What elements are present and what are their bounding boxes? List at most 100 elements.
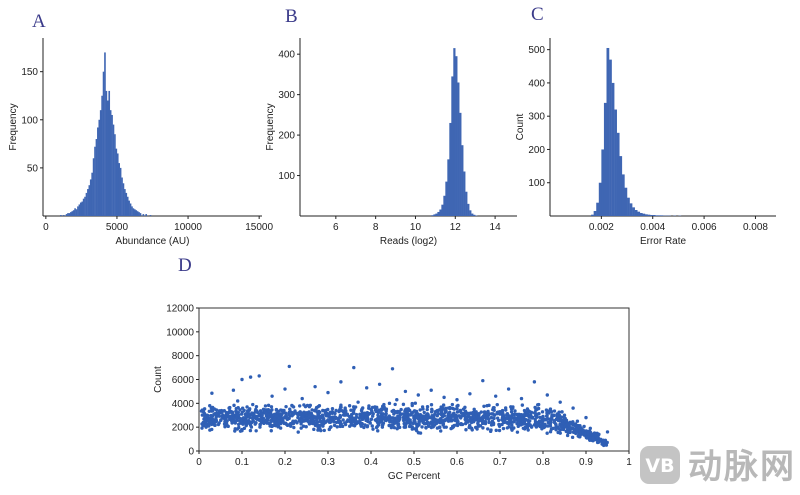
scatter-point — [424, 413, 429, 417]
scatter-point — [483, 419, 488, 424]
scatter-point — [565, 433, 570, 438]
panel-d: D 0 2000 4000 6000 8000 10000 12000 0 0.1 0.2 0.3 0.… — [153, 255, 632, 482]
histogram-bar — [88, 185, 91, 216]
y-tick-label: 6000 — [172, 375, 195, 386]
scatter-point — [429, 425, 434, 430]
scatter-point — [575, 419, 580, 423]
scatter-point — [417, 421, 421, 425]
histogram-bar — [75, 209, 78, 216]
scatter-point — [565, 422, 569, 427]
scatter-point — [258, 423, 262, 427]
scatter-point — [415, 414, 420, 419]
scatter-point — [494, 428, 498, 433]
scatter-point — [578, 423, 582, 428]
scatter-point — [415, 424, 419, 429]
histogram-bar — [606, 47, 610, 216]
x-tick-label: 1 — [626, 457, 632, 468]
histogram-bar — [611, 82, 615, 216]
histogram-bar — [68, 213, 71, 216]
scatter-point — [505, 412, 510, 416]
scatter-point — [403, 409, 407, 413]
y-tick-label: 100 — [21, 115, 38, 126]
scatter-point — [285, 415, 289, 420]
histogram-bar — [77, 206, 79, 216]
scatter-point — [421, 407, 425, 411]
scatter-point — [413, 401, 418, 405]
scatter-point — [456, 422, 460, 426]
scatter-point — [255, 415, 259, 420]
scatter-point — [486, 409, 490, 414]
histogram-bar — [660, 215, 664, 216]
scatter-point — [330, 406, 335, 411]
x-tick-label: 0.004 — [640, 222, 665, 233]
histogram-bar — [459, 112, 462, 216]
scatter-point — [468, 392, 472, 396]
scatter-point — [338, 414, 342, 419]
scatter-point — [277, 419, 282, 423]
scatter-point — [396, 423, 400, 428]
scatter-point — [246, 409, 250, 414]
scatter-point — [248, 407, 252, 411]
scatter-point — [511, 426, 515, 430]
scatter-point — [279, 413, 284, 417]
scatter-point — [210, 391, 214, 395]
y-axis-label: Frequency — [8, 103, 19, 150]
histogram-bar — [645, 214, 648, 216]
histogram-bar — [116, 153, 119, 216]
scatter-point — [283, 387, 287, 391]
scatter-point — [472, 407, 476, 411]
histogram-bar — [616, 132, 620, 216]
scatter-point — [326, 407, 330, 412]
histogram-bar — [149, 215, 152, 216]
scatter-point — [309, 418, 313, 422]
scatter-point — [201, 423, 205, 428]
scatter-point — [241, 422, 245, 426]
scatter-point — [352, 407, 356, 412]
scatter-point — [535, 423, 539, 427]
scatter-point — [435, 408, 439, 413]
histogram-bar — [451, 76, 454, 216]
scatter-point — [204, 425, 208, 429]
x-axis-label: GC Percent — [388, 471, 440, 482]
scatter-point — [584, 429, 588, 433]
histogram-bar — [433, 214, 436, 216]
x-tick-label: 12 — [450, 222, 462, 233]
histogram-bar — [65, 214, 68, 216]
scatter-point — [452, 407, 456, 411]
histogram-bar — [70, 212, 72, 216]
scatter-point — [238, 416, 243, 421]
scatter-point — [328, 417, 333, 421]
scatter-point — [545, 431, 549, 435]
scatter-point — [509, 407, 514, 411]
scatter-point — [240, 377, 244, 382]
scatter-point — [274, 414, 279, 418]
scatter-point — [532, 411, 537, 415]
scatter-point — [450, 402, 455, 407]
histogram-bar — [129, 203, 132, 216]
scatter-point — [243, 420, 248, 425]
scatter-point — [447, 413, 452, 417]
scatter-point — [570, 426, 575, 430]
x-tick-label: 0.4 — [364, 457, 378, 468]
scatter-point — [544, 408, 549, 412]
histogram-bar — [74, 208, 76, 216]
scatter-point — [237, 425, 241, 430]
scatter-point — [207, 409, 211, 414]
scatter-point — [369, 417, 373, 422]
scatter-point — [219, 418, 223, 423]
scatter-point — [536, 403, 540, 407]
scatter-point — [255, 409, 259, 413]
scatter-point — [571, 406, 575, 410]
scatter-point — [368, 411, 372, 416]
x-tick-label: 0.5 — [407, 457, 421, 468]
scatter-point — [441, 422, 446, 426]
scatter-point — [393, 421, 398, 425]
histogram-bar — [118, 163, 120, 216]
scatter-point — [301, 424, 306, 428]
histogram-bar — [109, 110, 112, 216]
scatter-point — [483, 411, 487, 415]
scatter-point — [522, 421, 527, 426]
watermark: VB 动脉网 — [640, 446, 794, 487]
scatter-point — [215, 411, 219, 415]
scatter-point — [552, 418, 557, 423]
